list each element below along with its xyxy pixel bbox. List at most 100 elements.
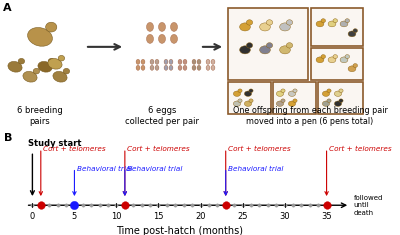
- Ellipse shape: [293, 99, 297, 102]
- Ellipse shape: [206, 59, 210, 64]
- Ellipse shape: [333, 19, 338, 23]
- Ellipse shape: [46, 22, 57, 32]
- Ellipse shape: [146, 34, 154, 43]
- Text: Cort + telomeres: Cort + telomeres: [43, 146, 106, 152]
- Ellipse shape: [170, 34, 178, 43]
- Ellipse shape: [322, 101, 330, 106]
- Ellipse shape: [23, 71, 37, 82]
- Ellipse shape: [281, 99, 285, 102]
- Ellipse shape: [150, 59, 154, 64]
- Ellipse shape: [155, 59, 159, 64]
- Ellipse shape: [150, 65, 154, 70]
- Ellipse shape: [136, 59, 140, 64]
- Ellipse shape: [328, 57, 336, 63]
- Ellipse shape: [183, 65, 187, 70]
- Ellipse shape: [169, 59, 173, 64]
- FancyBboxPatch shape: [273, 82, 316, 114]
- Ellipse shape: [38, 62, 52, 72]
- Text: 0: 0: [30, 212, 35, 221]
- Text: B: B: [4, 133, 12, 143]
- Ellipse shape: [286, 20, 293, 25]
- Text: 30: 30: [279, 212, 290, 221]
- Text: 25: 25: [237, 212, 248, 221]
- Ellipse shape: [266, 20, 273, 25]
- Ellipse shape: [211, 59, 215, 64]
- Ellipse shape: [334, 101, 342, 106]
- Ellipse shape: [340, 21, 348, 27]
- Text: Behavioral trial: Behavioral trial: [127, 166, 183, 172]
- Ellipse shape: [164, 59, 168, 64]
- Ellipse shape: [276, 91, 284, 96]
- Text: 6 eggs
collected per pair: 6 eggs collected per pair: [125, 106, 199, 126]
- Text: Behavioral trial: Behavioral trial: [228, 166, 284, 172]
- Ellipse shape: [48, 59, 62, 69]
- Ellipse shape: [316, 21, 324, 27]
- Text: 35: 35: [321, 212, 332, 221]
- Ellipse shape: [260, 23, 270, 31]
- Text: 5: 5: [72, 212, 77, 221]
- Ellipse shape: [53, 71, 67, 82]
- Ellipse shape: [246, 20, 253, 25]
- Ellipse shape: [348, 31, 356, 37]
- Ellipse shape: [293, 89, 297, 93]
- Ellipse shape: [266, 43, 273, 48]
- Ellipse shape: [234, 101, 241, 106]
- Ellipse shape: [63, 68, 70, 74]
- Ellipse shape: [197, 65, 201, 70]
- Ellipse shape: [169, 65, 173, 70]
- Text: Behavioral trial: Behavioral trial: [77, 166, 132, 172]
- Ellipse shape: [211, 65, 215, 70]
- Ellipse shape: [238, 89, 242, 93]
- Ellipse shape: [164, 65, 168, 70]
- Ellipse shape: [141, 59, 145, 64]
- Text: Cort + telomeres: Cort + telomeres: [329, 146, 392, 152]
- Ellipse shape: [286, 43, 293, 48]
- Ellipse shape: [192, 65, 196, 70]
- Ellipse shape: [170, 22, 178, 31]
- FancyBboxPatch shape: [228, 8, 308, 80]
- Ellipse shape: [327, 99, 331, 102]
- Ellipse shape: [339, 99, 343, 102]
- Ellipse shape: [33, 68, 40, 74]
- Ellipse shape: [206, 65, 210, 70]
- FancyBboxPatch shape: [311, 8, 363, 46]
- FancyBboxPatch shape: [311, 48, 363, 80]
- Ellipse shape: [18, 59, 25, 64]
- Ellipse shape: [276, 101, 284, 106]
- Ellipse shape: [280, 23, 290, 31]
- Ellipse shape: [8, 62, 22, 72]
- Ellipse shape: [178, 59, 182, 64]
- Ellipse shape: [321, 19, 326, 23]
- Ellipse shape: [288, 101, 296, 106]
- Ellipse shape: [178, 65, 182, 70]
- Ellipse shape: [240, 23, 250, 31]
- Ellipse shape: [345, 19, 350, 23]
- Ellipse shape: [322, 91, 330, 96]
- Ellipse shape: [249, 89, 253, 93]
- Text: followed
until
death: followed until death: [354, 195, 383, 216]
- Text: 6 breeding
pairs: 6 breeding pairs: [17, 106, 63, 126]
- Ellipse shape: [28, 27, 52, 46]
- Ellipse shape: [260, 46, 270, 54]
- Ellipse shape: [141, 65, 145, 70]
- Text: 15: 15: [153, 212, 164, 221]
- Ellipse shape: [288, 91, 296, 96]
- Text: Study start: Study start: [28, 139, 82, 148]
- Ellipse shape: [158, 34, 166, 43]
- Text: 10: 10: [111, 212, 122, 221]
- Ellipse shape: [244, 101, 252, 106]
- Ellipse shape: [48, 59, 54, 64]
- Ellipse shape: [240, 46, 250, 54]
- Ellipse shape: [234, 91, 241, 96]
- Ellipse shape: [146, 22, 154, 31]
- Text: Cort + telomeres: Cort + telomeres: [127, 146, 190, 152]
- Ellipse shape: [246, 43, 253, 48]
- Ellipse shape: [158, 22, 166, 31]
- Ellipse shape: [353, 64, 358, 67]
- Ellipse shape: [316, 57, 324, 63]
- Text: 20: 20: [195, 212, 206, 221]
- Ellipse shape: [353, 29, 358, 33]
- Ellipse shape: [136, 65, 140, 70]
- Ellipse shape: [280, 46, 290, 54]
- Ellipse shape: [334, 91, 342, 96]
